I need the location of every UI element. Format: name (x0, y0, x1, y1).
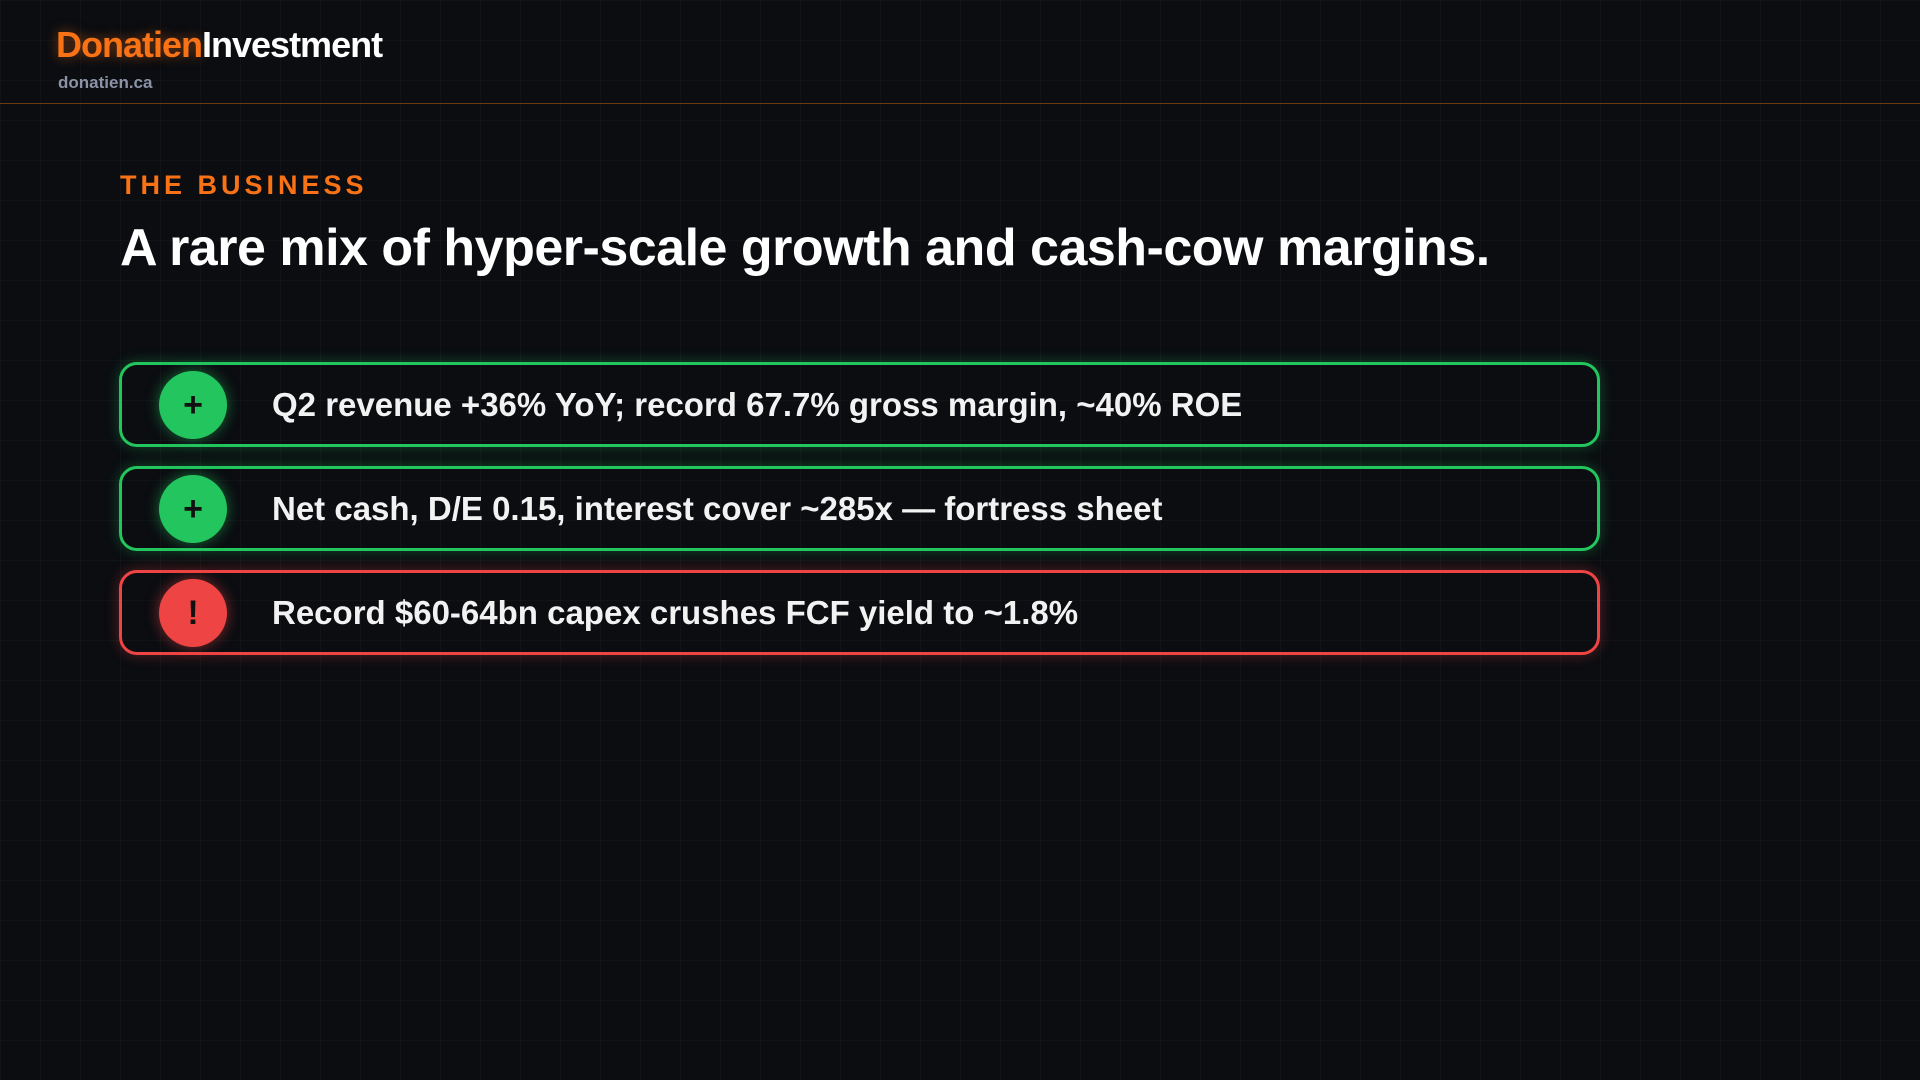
item-icon: + (159, 475, 227, 543)
brand-secondary: Investment (202, 24, 383, 65)
brand-primary: Donatien (56, 24, 203, 65)
item-text: Net cash, D/E 0.15, interest cover ~285x… (272, 490, 1163, 527)
item-icon: ! (159, 579, 227, 647)
item-text: Record $60-64bn capex crushes FCF yield … (272, 594, 1079, 631)
brand: DonatienInvestment (56, 24, 383, 66)
item-icon: + (159, 371, 227, 439)
item-text: Q2 revenue +36% YoY; record 67.7% gross … (272, 386, 1243, 423)
section-title: A rare mix of hyper-scale growth and cas… (120, 219, 1490, 277)
item-card: + Q2 revenue +36% YoY; record 67.7% gross… (119, 362, 1600, 447)
site-url: donatien.ca (58, 73, 153, 92)
eyebrow: THE BUSINESS (120, 170, 368, 200)
header: DonatienInvestment donatien.ca (0, 0, 1920, 104)
item-list: + Q2 revenue +36% YoY; record 67.7% gross… (119, 362, 1600, 674)
item-card: + Net cash, D/E 0.15, interest cover ~285… (119, 466, 1600, 551)
item-card: ! Record $60-64bn capex crushes FCF yield… (119, 570, 1600, 655)
